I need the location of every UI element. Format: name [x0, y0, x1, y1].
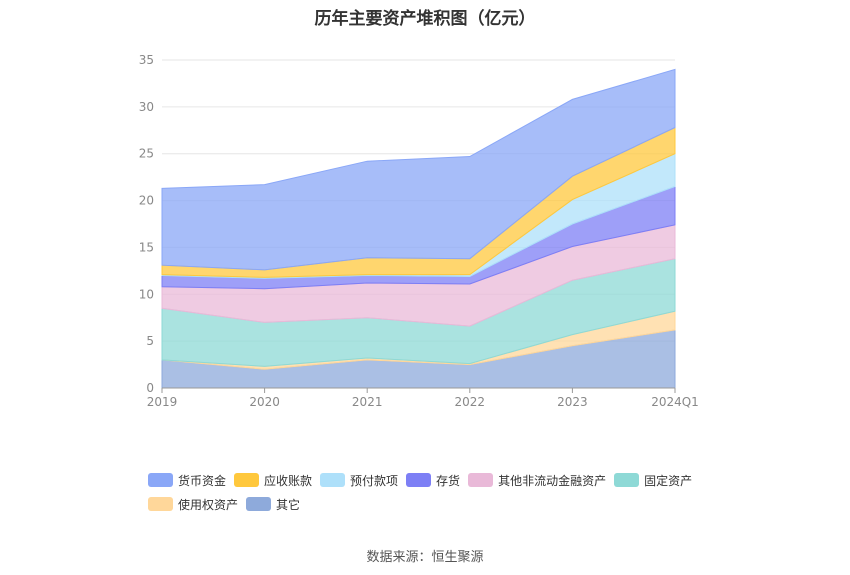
x-tick-label: 2024Q1 [651, 395, 699, 409]
legend-swatch [320, 473, 346, 487]
x-tick-label: 2020 [249, 395, 280, 409]
legend-label: 其它 [276, 497, 301, 512]
x-tick-label: 2023 [557, 395, 588, 409]
legend-item[interactable]: 其他非流动金融资产 [468, 471, 606, 489]
legend-label: 使用权资产 [178, 497, 239, 512]
x-tick-label: 2022 [455, 395, 486, 409]
legend-item[interactable]: 使用权资产 [148, 495, 238, 513]
legend-label: 固定资产 [644, 473, 693, 488]
legend-swatch [148, 473, 173, 487]
legend: 货币资金 应收账款 预付款项 存货 其他非流动金融资产 固定资产使用权资产 其它 [148, 471, 738, 519]
area-series-7[interactable] [161, 68, 676, 271]
legend-swatch [246, 497, 272, 511]
chart-title: 历年主要资产堆积图（亿元） [314, 9, 536, 29]
source-note: 数据来源：恒生聚源 [366, 550, 484, 565]
legend-label: 预付款项 [350, 473, 399, 488]
area-series-group [161, 68, 676, 389]
y-tick-label: 5 [146, 334, 154, 348]
legend-label: 应收账款 [264, 473, 313, 488]
legend-item[interactable]: 应收账款 [234, 471, 312, 489]
legend-swatch [148, 497, 173, 511]
y-tick-label: 35 [139, 53, 154, 67]
legend-item[interactable]: 存货 [406, 471, 460, 489]
x-tick-label: 2021 [352, 395, 383, 409]
x-tick-label: 2019 [147, 395, 178, 409]
y-tick-label: 10 [139, 287, 154, 301]
legend-swatch [406, 473, 432, 487]
legend-label: 其他非流动金融资产 [498, 473, 607, 488]
legend-item[interactable]: 其它 [246, 495, 300, 513]
axes: 0 5 10 15 20 25 30 35 2019 2020 2021 2022 2023 2024Q1 [139, 53, 699, 409]
y-tick-label: 20 [139, 194, 154, 208]
legend-label: 存货 [436, 473, 461, 488]
y-tick-label: 25 [139, 147, 154, 161]
y-tick-label: 15 [139, 240, 154, 254]
legend-item[interactable]: 预付款项 [320, 471, 398, 489]
y-tick-label: 30 [139, 100, 154, 114]
legend-label: 货币资金 [178, 473, 227, 488]
legend-swatch [234, 473, 260, 487]
legend-swatch [614, 473, 640, 487]
legend-swatch [468, 473, 494, 487]
y-tick-label: 0 [146, 381, 154, 395]
legend-item[interactable]: 货币资金 [148, 471, 226, 489]
legend-item[interactable]: 固定资产 [614, 471, 692, 489]
